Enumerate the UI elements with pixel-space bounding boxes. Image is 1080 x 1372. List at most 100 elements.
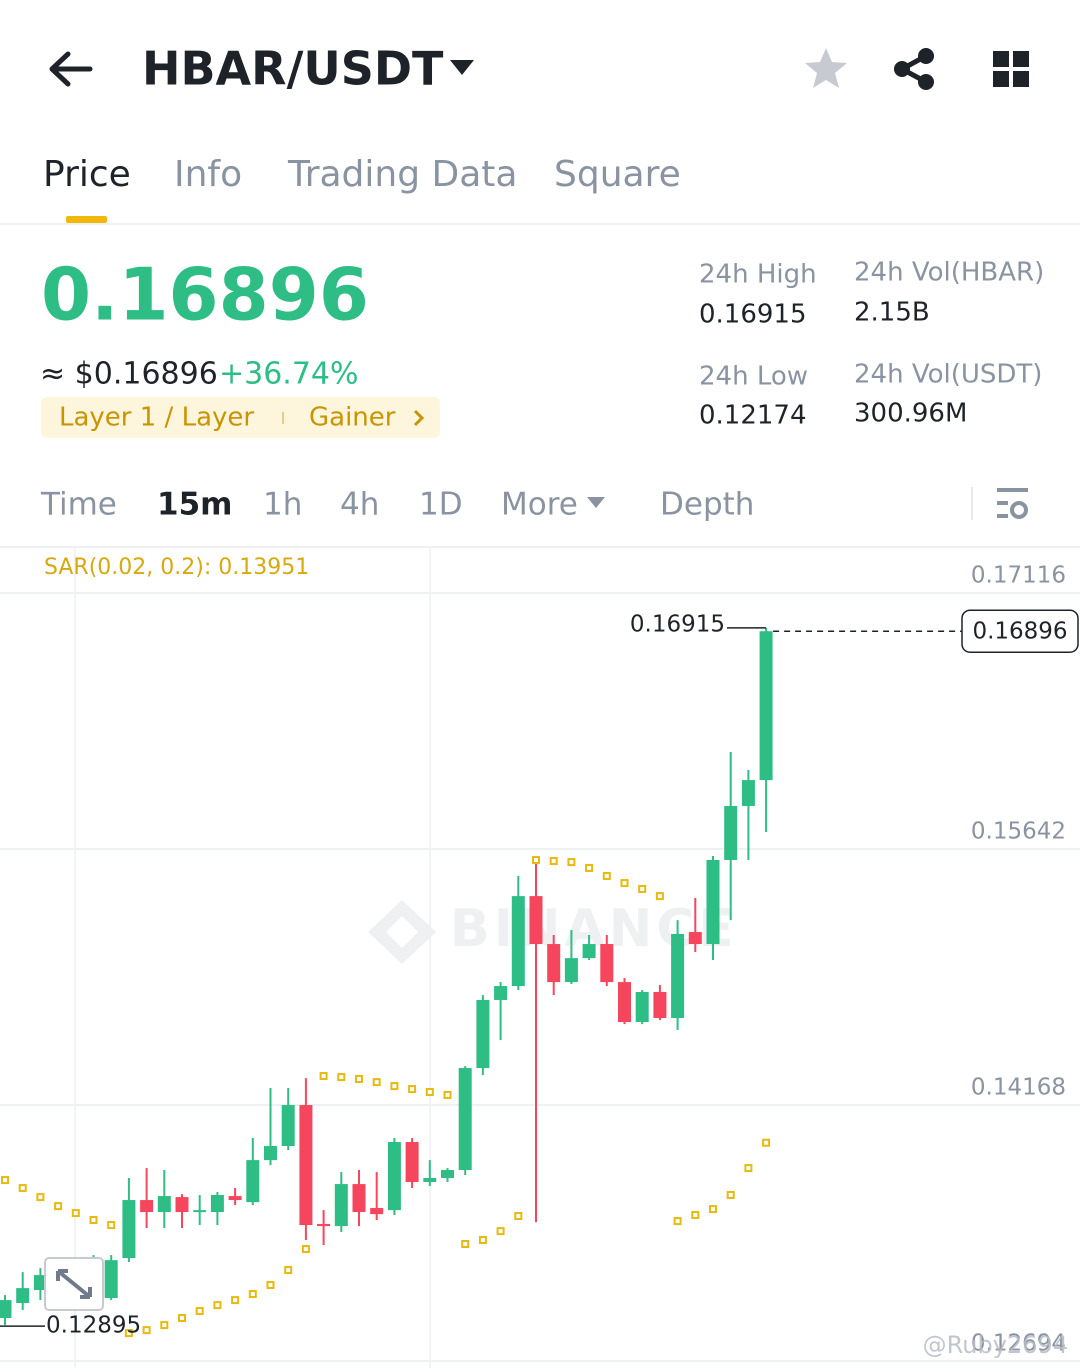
candle-body [441, 1170, 454, 1178]
candle-body [653, 991, 667, 1019]
sar-dot [372, 1078, 381, 1087]
stat-value: 0.16915 [699, 300, 807, 330]
candle-body [16, 1288, 30, 1304]
layout-square [1013, 51, 1029, 67]
stat-value: 300.96M [854, 399, 967, 429]
sar-dot [213, 1301, 222, 1310]
candle-body [494, 986, 508, 1000]
interval-option[interactable]: More [501, 487, 578, 523]
candle-body [564, 958, 578, 983]
candle-body [671, 933, 685, 1019]
sar-dot [514, 1212, 523, 1221]
candle-body [281, 1105, 295, 1147]
more-dropdown-icon[interactable] [587, 497, 605, 508]
stat-label: 24h Low [699, 362, 808, 392]
interval-option[interactable]: 15m [157, 487, 232, 523]
interval-option[interactable]: 1D [419, 487, 463, 523]
candle-body [741, 780, 755, 806]
sar-dot [691, 1210, 700, 1219]
favorite-icon[interactable] [805, 48, 847, 88]
candle-body [547, 944, 561, 983]
expand-icon [56, 1269, 92, 1299]
sar-dot [107, 1221, 116, 1230]
tab[interactable]: Price [43, 154, 131, 195]
candle-body [140, 1200, 154, 1213]
candle-body [688, 932, 702, 945]
candle-body [423, 1177, 437, 1182]
tag[interactable]: Gainer [309, 403, 396, 433]
indicator-label: SAR(0.02, 0.2): 0.13951 [44, 555, 309, 580]
last-price: 0.16896 [41, 253, 369, 337]
candle-body [387, 1142, 401, 1211]
candle-body [122, 1200, 136, 1259]
candle-body [635, 991, 649, 1023]
candle-body [370, 1208, 384, 1215]
sar-dot [673, 1217, 682, 1226]
expand-button[interactable] [44, 1257, 104, 1311]
watermark-logo [368, 900, 436, 964]
tag-pill[interactable] [41, 397, 440, 438]
share-icon[interactable] [894, 48, 934, 90]
candle-body [210, 1195, 224, 1213]
sar-dot [89, 1216, 98, 1225]
tab[interactable]: Square [554, 154, 681, 195]
candle-body [175, 1197, 189, 1213]
sar-dot [1, 1176, 9, 1185]
candle-body [246, 1160, 260, 1203]
stat-label: 24h Vol(HBAR) [854, 258, 1044, 288]
settings-gear [1010, 501, 1028, 519]
pair-title[interactable]: HBAR/USDT [142, 42, 444, 96]
sar-dot [425, 1088, 434, 1097]
y-tick-label: 0.12694 [971, 1331, 1066, 1357]
candle-body [529, 896, 543, 945]
candle-body [299, 1105, 313, 1226]
interval-option[interactable]: 4h [340, 487, 379, 523]
high-marker-label: 0.16915 [630, 611, 725, 637]
candle-body [157, 1196, 171, 1213]
sar-dot [496, 1227, 505, 1236]
chart-settings-icon[interactable] [997, 488, 1028, 519]
candle-body [317, 1224, 331, 1227]
stat-label: 24h Vol(USDT) [854, 360, 1042, 390]
candle-body [193, 1210, 207, 1213]
sar-dot [142, 1326, 151, 1335]
interval-option[interactable]: 1h [263, 487, 302, 523]
sar-dot [655, 892, 664, 901]
sar-dot [744, 1164, 753, 1173]
sar-dot [71, 1209, 80, 1218]
sar-dot [478, 1235, 487, 1244]
sar-dot [567, 858, 576, 867]
candle-body [600, 944, 614, 983]
candle-body [0, 1300, 12, 1318]
sar-dot [248, 1290, 257, 1299]
share-lines [896, 53, 928, 85]
candle-body [264, 1146, 277, 1161]
candlestick-chart: BINANCE0.171160.156420.141680.12694SAR(0… [0, 547, 1080, 1368]
interval-option[interactable]: Depth [660, 487, 754, 523]
y-tick-label: 0.15642 [971, 819, 1066, 845]
back-button[interactable] [49, 51, 93, 87]
sar-dot [160, 1321, 169, 1330]
sar-dot [602, 871, 611, 880]
sar-dot [709, 1205, 717, 1214]
tag[interactable]: Layer 1 / Layer [59, 403, 254, 433]
tab[interactable]: Info [174, 154, 242, 195]
sar-dot [620, 879, 629, 888]
price-change: +36.74% [219, 357, 359, 392]
back-icon [49, 51, 93, 87]
sar-dot [443, 1090, 452, 1099]
candle-body [618, 982, 631, 1023]
sar-dot [231, 1296, 240, 1305]
sar-dot [532, 855, 540, 864]
sar-dot [319, 1072, 328, 1081]
candle-body [334, 1184, 348, 1227]
usd-price: ≈ $0.16896 [40, 357, 218, 392]
y-tick-label: 0.14168 [971, 1075, 1066, 1101]
sar-dot [18, 1184, 27, 1193]
last-price-tag [961, 609, 1079, 653]
pair-dropdown-icon[interactable] [450, 60, 474, 75]
candle-body [228, 1196, 242, 1201]
tab[interactable]: Trading Data [287, 154, 517, 195]
layout-icon[interactable] [993, 51, 1029, 87]
